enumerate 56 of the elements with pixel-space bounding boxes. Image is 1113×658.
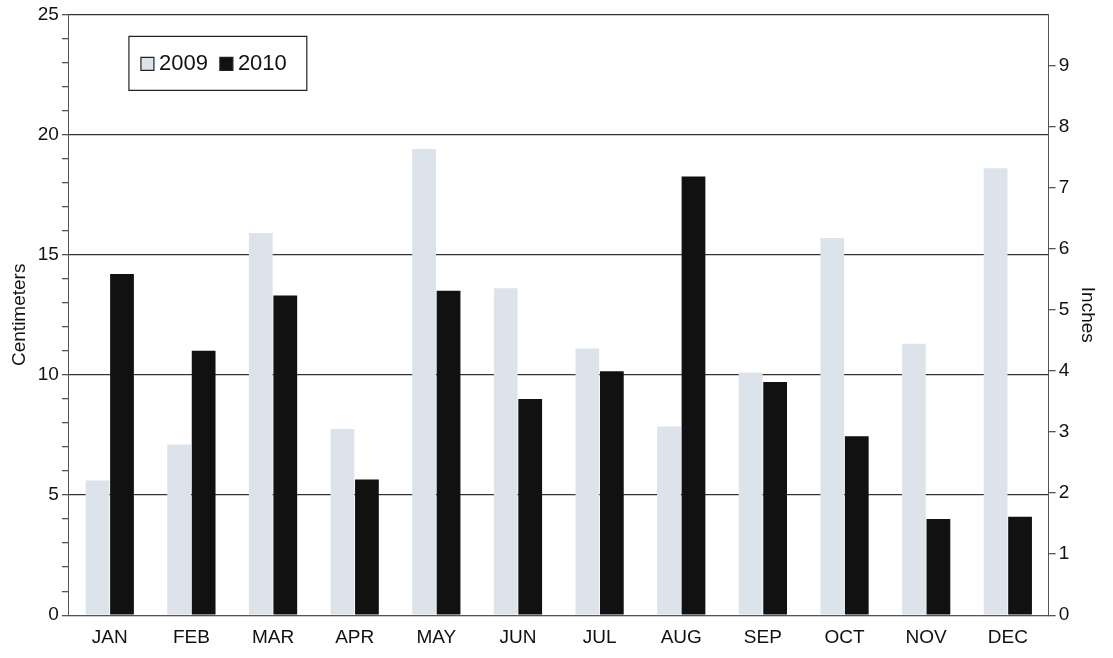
y-tick-label: 10 xyxy=(37,363,59,385)
bar xyxy=(248,233,273,615)
y2-tick-label: 8 xyxy=(1058,114,1070,136)
y2-tick-label: 7 xyxy=(1058,176,1070,198)
bar xyxy=(657,426,681,615)
x-tick-label: OCT xyxy=(824,625,865,647)
bar xyxy=(436,290,461,615)
bar xyxy=(738,372,763,615)
x-tick-label: DEC xyxy=(987,625,1028,647)
y2-tick-label: 4 xyxy=(1058,359,1070,381)
y-tick-label: 5 xyxy=(48,483,59,505)
x-tick-label: MAR xyxy=(251,625,295,647)
bar xyxy=(1008,516,1032,615)
x-tick-label: JUL xyxy=(582,625,617,647)
x-tick-label: NOV xyxy=(905,625,948,647)
y-tick-label: 0 xyxy=(48,603,59,625)
y2-tick-label: 5 xyxy=(1058,298,1070,320)
bar xyxy=(599,371,624,615)
bar xyxy=(983,168,1008,615)
y-tick-label: 25 xyxy=(37,2,59,24)
bar xyxy=(493,288,518,615)
x-tick-label: SEP xyxy=(743,625,782,647)
bar xyxy=(518,398,543,615)
bar xyxy=(844,436,869,615)
y2-tick-label: 9 xyxy=(1058,53,1070,75)
x-tick-label: JUN xyxy=(499,625,537,647)
x-tick-label: FEB xyxy=(172,625,210,647)
y2-tick-label: 0 xyxy=(1058,603,1070,625)
y-tick-label: 20 xyxy=(37,122,59,144)
y2-tick-label: 3 xyxy=(1058,420,1070,442)
bar xyxy=(820,237,845,615)
bar xyxy=(167,444,192,615)
x-tick-label: AUG xyxy=(660,625,702,647)
bar xyxy=(763,382,788,615)
x-tick-label: MAY xyxy=(416,625,457,647)
y2-tick-label: 1 xyxy=(1058,542,1070,564)
legend-label: 2010 xyxy=(237,50,287,76)
bar xyxy=(412,148,436,615)
bar xyxy=(902,343,926,615)
bar xyxy=(355,479,379,615)
bar xyxy=(681,176,706,615)
y-tick-label: 15 xyxy=(37,242,59,264)
bar xyxy=(273,295,298,615)
y2-axis-title: Inches xyxy=(1078,286,1100,343)
bar xyxy=(191,350,216,615)
x-tick-label: APR xyxy=(335,625,375,647)
y-axis-title: Centimeters xyxy=(7,263,29,367)
legend-label: 2009 xyxy=(158,50,208,76)
y2-tick-label: 2 xyxy=(1058,481,1070,503)
bar xyxy=(575,348,600,615)
y2-tick-label: 6 xyxy=(1058,237,1070,259)
bar xyxy=(330,428,355,615)
bar xyxy=(926,519,951,615)
x-tick-label: JAN xyxy=(91,625,128,647)
bar xyxy=(110,273,134,615)
bar xyxy=(85,480,110,615)
